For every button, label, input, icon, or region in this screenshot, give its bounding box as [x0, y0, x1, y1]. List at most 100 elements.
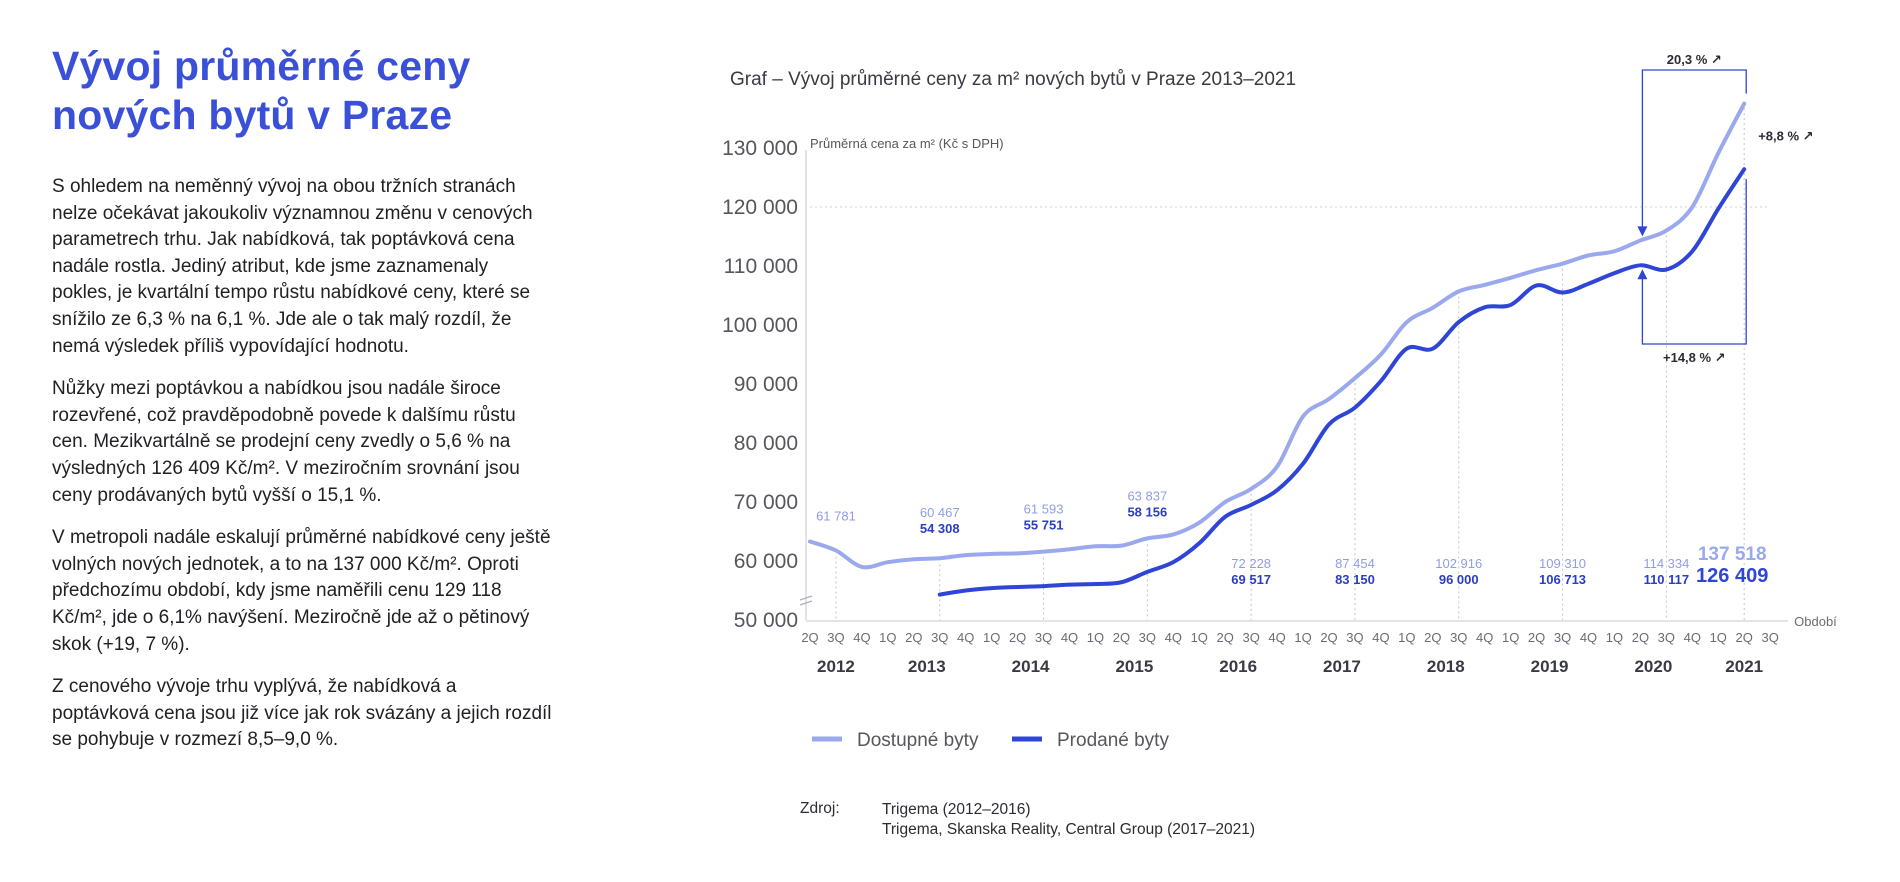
x-tick-quarter: 4Q [1372, 630, 1389, 645]
x-tick-quarter: 2Q [1009, 630, 1026, 645]
paragraph: V metropoli nadále eskalují průměrné nab… [52, 527, 551, 655]
x-tick-quarter: 3Q [1761, 630, 1778, 645]
x-tick-quarter: 4Q [1061, 630, 1078, 645]
source-line: Trigema (2012–2016) [882, 801, 1031, 818]
page-title-line2: nových bytů v Praze [52, 92, 453, 138]
source-lines: Trigema (2012–2016) Trigema, Skanska Rea… [882, 800, 1402, 840]
x-tick-quarter: 1Q [1710, 630, 1727, 645]
change-gap: +8,8 % ↗ [1758, 128, 1813, 143]
page-title: Vývoj průměrné ceny nových bytů v Praze [52, 42, 552, 140]
x-tick-quarter: 2Q [801, 630, 818, 645]
x-tick-year: 2014 [1012, 657, 1050, 676]
x-tick-quarter: 3Q [1346, 630, 1363, 645]
y-tick-label: 60 000 [734, 550, 798, 573]
x-tick-quarter: 1Q [1294, 630, 1311, 645]
data-label-available: 61 781 [816, 508, 856, 523]
paragraph: Nůžky mezi poptávkou a nabídkou jsou nad… [52, 378, 520, 506]
axis-break-mark [799, 600, 813, 606]
y-tick-label: 70 000 [734, 491, 798, 514]
source-label: Zdroj: [800, 800, 840, 817]
x-tick-quarter: 1Q [1087, 630, 1104, 645]
data-label-sold: 55 751 [1024, 518, 1064, 533]
x-tick-quarter: 2Q [1113, 630, 1130, 645]
x-tick-quarter: 4Q [1268, 630, 1285, 645]
paragraph: Z cenového vývoje trhu vyplývá, že nabíd… [52, 676, 552, 751]
x-tick-year: 2017 [1323, 657, 1361, 676]
y-tick-label: 50 000 [734, 609, 798, 632]
data-label-sold: 106 713 [1539, 572, 1586, 587]
source-line: Trigema, Skanska Reality, Central Group … [882, 821, 1256, 838]
x-tick-quarter: 4Q [1580, 630, 1597, 645]
data-label-available: 61 593 [1024, 502, 1064, 517]
data-label-available: 60 467 [920, 505, 960, 520]
data-label-sold: 83 150 [1335, 572, 1375, 587]
change-sold-yoy: +14,8 % ↗ [1663, 350, 1726, 365]
x-tick-quarter: 2Q [1528, 630, 1545, 645]
x-tick-quarter: 4Q [957, 630, 974, 645]
x-tick-quarter: 2Q [1217, 630, 1234, 645]
final-label-sold: 126 409 [1696, 565, 1768, 587]
x-tick-quarter: 4Q [1684, 630, 1701, 645]
x-tick-year: 2016 [1219, 657, 1257, 676]
text-column: Vývoj průměrné ceny nových bytů v Praze … [52, 42, 552, 770]
x-tick-quarter: 3Q [1554, 630, 1571, 645]
yoy-available-bracket [1641, 69, 1747, 229]
x-tick-quarter: 2Q [1736, 630, 1753, 645]
x-tick-year: 2015 [1115, 657, 1153, 676]
data-label-sold: 69 517 [1231, 572, 1271, 587]
arrow-head [1637, 226, 1648, 237]
price-line-chart: Graf – Vývoj průměrné ceny za m² nových … [722, 52, 1837, 751]
x-tick-quarter: 2Q [1424, 630, 1441, 645]
data-label-available: 109 310 [1539, 556, 1586, 571]
x-tick-quarter: 3Q [1242, 630, 1259, 645]
legend-label-sold: Prodané byty [1057, 730, 1169, 751]
data-label-sold: 110 117 [1644, 572, 1690, 587]
series-line-sold [937, 167, 1747, 597]
x-tick-quarter: 3Q [1139, 630, 1156, 645]
x-tick-quarter: 2Q [1632, 630, 1649, 645]
data-label-sold: 58 156 [1127, 504, 1167, 519]
y-tick-label: 130 000 [722, 137, 798, 160]
change-available-yoy: 20,3 % ↗ [1667, 52, 1722, 67]
x-tick-year: 2018 [1427, 657, 1465, 676]
x-tick-quarter: 2Q [1320, 630, 1337, 645]
x-tick-quarter: 4Q [1476, 630, 1493, 645]
x-tick-quarter: 4Q [1165, 630, 1182, 645]
x-tick-quarter: 3Q [827, 630, 844, 645]
y-tick-label: 110 000 [724, 255, 798, 278]
x-tick-quarter: 4Q [853, 630, 870, 645]
x-tick-quarter: 2Q [905, 630, 922, 645]
arrow-head [1637, 269, 1648, 280]
data-label-available: 72 228 [1231, 556, 1271, 571]
x-tick-year: 2013 [908, 657, 946, 676]
x-tick-year: 2019 [1531, 657, 1569, 676]
x-tick-quarter: 3Q [931, 630, 948, 645]
data-label-available: 87 454 [1335, 556, 1375, 571]
x-tick-quarter: 3Q [1450, 630, 1467, 645]
yoy-sold-bracket [1641, 179, 1747, 345]
data-label-available: 102 916 [1435, 556, 1482, 571]
x-tick-year: 2020 [1634, 657, 1672, 676]
data-label-sold: 54 308 [920, 521, 960, 536]
y-tick-label: 80 000 [734, 432, 798, 455]
y-tick-label: 120 000 [722, 196, 798, 219]
chart-title: Graf – Vývoj průměrné ceny za m² nových … [730, 69, 1296, 90]
x-tick-quarter: 1Q [983, 630, 1000, 645]
paragraph: S ohledem na neměnný vývoj na obou tržní… [52, 176, 533, 357]
x-tick-quarter: 1Q [1502, 630, 1519, 645]
x-tick-quarter: 3Q [1658, 630, 1675, 645]
data-label-available: 63 837 [1127, 488, 1167, 503]
x-axis-title: Období [1794, 614, 1837, 629]
y-axis-title: Průměrná cena za m² (Kč s DPH) [810, 136, 1004, 151]
x-tick-quarter: 1Q [1606, 630, 1623, 645]
data-label-available: 114 334 [1643, 556, 1689, 571]
data-label-sold: 96 000 [1439, 572, 1479, 587]
x-tick-year: 2012 [817, 657, 855, 676]
page-title-line1: Vývoj průměrné ceny [52, 43, 471, 89]
x-tick-quarter: 3Q [1035, 630, 1052, 645]
y-tick-label: 100 000 [722, 314, 798, 337]
x-tick-year: 2021 [1725, 657, 1763, 676]
y-tick-label: 90 000 [734, 373, 798, 396]
axis-break-mark [799, 595, 813, 601]
final-label-available: 137 518 [1698, 544, 1767, 565]
